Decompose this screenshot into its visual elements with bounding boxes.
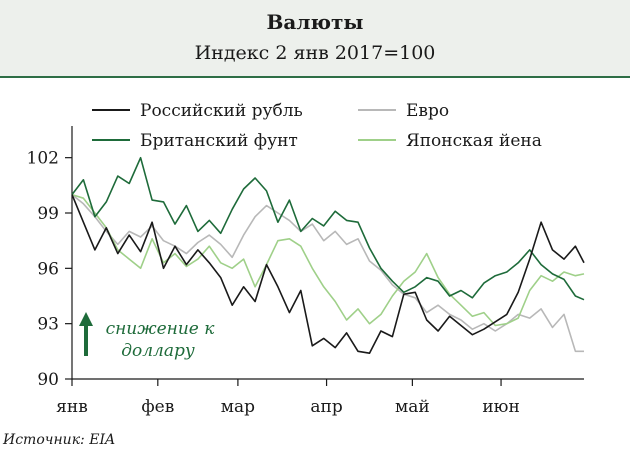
chart-subtitle: Индекс 2 янв 2017=100: [194, 42, 436, 64]
x-tick-label: янв: [56, 397, 88, 417]
y-tick-label: 99: [37, 204, 59, 224]
legend-label: Евро: [406, 101, 449, 121]
legend-label: Японская йена: [406, 131, 542, 151]
annotation-arrow-head: [79, 312, 93, 326]
y-tick-label: 90: [37, 370, 59, 390]
chart-area: 90 93 96 99 102 янв фев мар апр май июн Российский …: [27, 101, 585, 417]
x-tick-label: май: [395, 397, 430, 417]
annotation-text: доллару: [121, 341, 195, 361]
series-line-0: [71, 194, 585, 355]
series-line-1: [71, 193, 584, 353]
x-tick-label: фев: [141, 397, 174, 417]
chart-header: Валюты Индекс 2 янв 2017=100: [0, 0, 630, 78]
chart-title: Валюты: [266, 10, 364, 34]
x-tick-label: мар: [221, 397, 255, 417]
y-tick-label: 102: [27, 149, 59, 169]
annotation-text: снижение к: [106, 319, 216, 339]
legend-label: Российский рубль: [140, 101, 303, 121]
y-tick-label: 96: [37, 259, 59, 279]
series-line-3: [71, 193, 585, 327]
series-line-2: [71, 156, 585, 301]
x-tick-label: июн: [482, 397, 519, 417]
source-note: Источник: EIA: [3, 432, 116, 448]
y-tick-label: 93: [37, 315, 59, 335]
x-tick-label: апр: [310, 397, 342, 417]
legend-label: Британский фунт: [140, 131, 298, 151]
plot-layer: 90 93 96 99 102 янв фев мар апр май июн Российский …: [27, 101, 585, 417]
